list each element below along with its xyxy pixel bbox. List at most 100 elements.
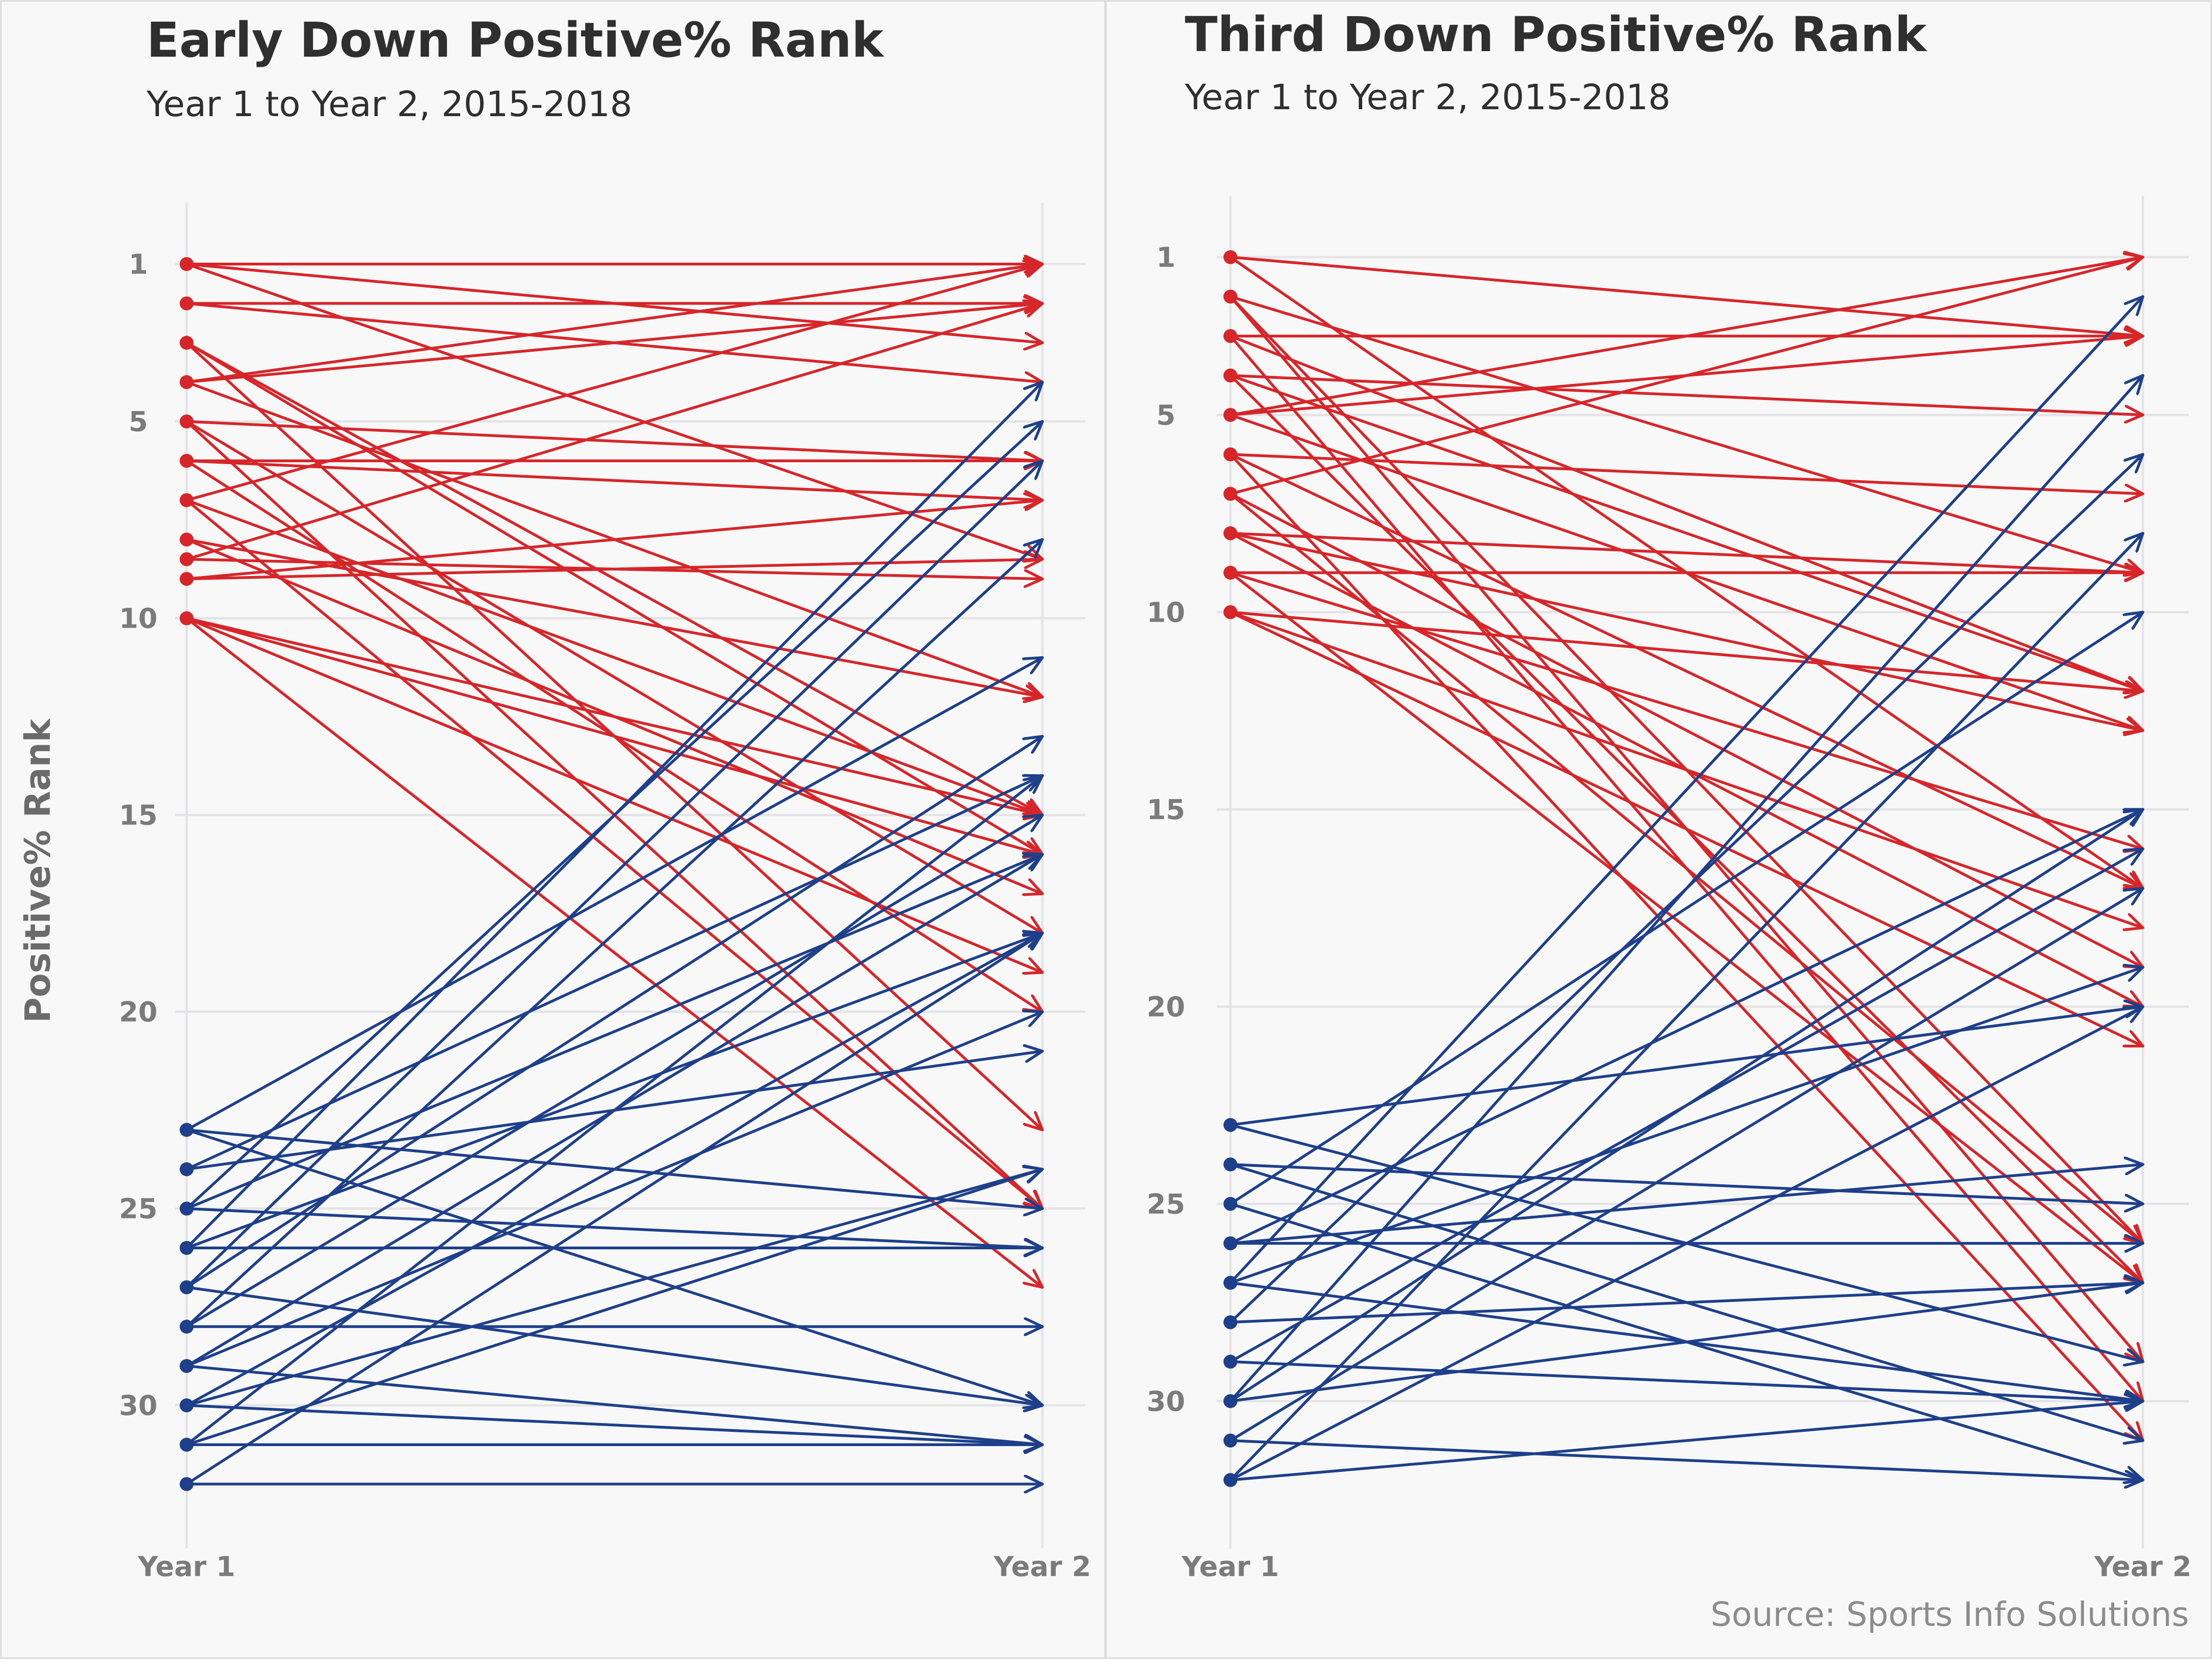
rank-change-arrow-21: [1229, 532, 2144, 573]
year1-point-41: [1224, 1276, 1237, 1290]
year1-point-53: [180, 1398, 194, 1412]
rank-change-arrow-47: [1229, 808, 2144, 1403]
year1-point-17: [180, 454, 194, 468]
rank-change-arrow-53: [1229, 1401, 2144, 1482]
y-axis-label: Positive% Rank: [17, 718, 58, 1023]
year1-point-44: [180, 1280, 194, 1294]
third-down-x-tick-year1: Year 1: [1181, 1551, 1279, 1583]
y-tick-label-20: 20: [119, 996, 158, 1029]
source-caption: Source: Sports Info Solutions: [1711, 1595, 2189, 1634]
year1-point-26: [180, 572, 194, 586]
rank-change-arrow-27: [185, 617, 1044, 815]
rank-change-arrow-25: [1229, 571, 2144, 849]
rank-change-arrow-26: [185, 559, 1044, 581]
rank-change-arrow-51: [1229, 532, 2144, 1482]
rank-change-arrow-34: [1229, 611, 2144, 1206]
rank-change-arrow-32: [1229, 1163, 2144, 1204]
year1-point-24: [180, 552, 194, 566]
rank-change-arrow-25: [185, 500, 1044, 581]
early-down-x-tick-year1: Year 1: [137, 1551, 235, 1583]
rank-change-arrow-49: [1229, 887, 2144, 1442]
rank-change-arrow-51: [185, 931, 1044, 1407]
rank-change-arrow-55: [185, 1169, 1044, 1446]
year1-point-11: [180, 375, 194, 389]
rank-change-arrow-57: [185, 931, 1044, 1486]
year1-point-14: [1224, 408, 1237, 422]
year1-point-3: [180, 257, 194, 271]
y-tick-label-25: 25: [119, 1193, 158, 1225]
rank-change-arrow-22: [1229, 532, 2144, 730]
rank-change-arrow-44: [185, 1286, 1044, 1405]
rank-change-arrow-15: [1229, 453, 2144, 494]
year1-point-8: [180, 335, 194, 350]
y-tick-label-30: 30: [1147, 1385, 1185, 1418]
year1-point-33: [1224, 1157, 1237, 1171]
rank-change-arrow-40: [1229, 967, 2144, 1284]
rank-change-arrow-18: [1229, 257, 2144, 495]
rank-change-arrow-33: [185, 1128, 1044, 1406]
rank-change-arrow-28: [185, 617, 1044, 854]
y-tick-label-1: 1: [129, 248, 148, 281]
rank-change-arrow-30: [1229, 1006, 2144, 1127]
rank-change-arrow-42: [185, 459, 1044, 1289]
early-down-panel: Early Down Positive% Rank Year 1 to Year…: [17, 12, 1091, 1583]
rank-change-arrow-10: [1229, 374, 2144, 691]
year1-point-2: [1224, 250, 1237, 264]
year1-point-5: [180, 296, 194, 311]
rank-change-arrow-36: [1229, 808, 2144, 1245]
early-down-arrows: [180, 257, 1044, 1491]
year1-point-48: [1224, 1394, 1237, 1408]
year1-point-38: [180, 1201, 194, 1216]
rank-change-arrow-12: [1229, 257, 2144, 417]
rank-change-arrow-53: [185, 1404, 1044, 1445]
year1-point-41: [180, 1241, 194, 1255]
rank-change-arrow-54: [185, 774, 1044, 1446]
rank-change-arrow-31: [185, 656, 1044, 1131]
rank-change-arrow-45: [1229, 1360, 2144, 1401]
rank-change-arrow-50: [1229, 1439, 2144, 1480]
rank-change-arrow-7: [185, 341, 1044, 856]
rank-change-arrow-52: [185, 1169, 1044, 1407]
rank-change-arrow-49: [185, 1012, 1044, 1368]
year1-point-5: [1224, 289, 1237, 304]
rank-change-arrow-6: [185, 341, 1044, 817]
rank-change-arrow-20: [185, 499, 1044, 1210]
rank-change-arrow-16: [185, 459, 1044, 500]
third-down-title: Third Down Positive% Rank: [1185, 6, 1928, 63]
rank-change-arrow-50: [185, 1365, 1044, 1445]
rank-change-arrow-23: [185, 303, 1044, 561]
rank-change-arrow-20: [1229, 492, 2144, 1245]
year1-point-22: [180, 532, 194, 547]
rank-change-arrow-46: [185, 813, 1044, 1328]
rank-change-arrow-29: [185, 617, 1044, 973]
year1-point-43: [1224, 1315, 1237, 1330]
rank-change-arrow-7: [1229, 335, 2144, 691]
rank-change-arrow-12: [185, 420, 1044, 461]
y-tick-label-10: 10: [119, 603, 158, 635]
rank-change-arrow-39: [185, 381, 1044, 1249]
year1-point-31: [1224, 1118, 1237, 1132]
rank-change-arrow-16: [1229, 453, 2144, 890]
year1-point-26: [1224, 565, 1237, 580]
year1-point-56: [180, 1438, 194, 1452]
y-tick-label-10: 10: [1147, 596, 1185, 629]
rank-change-arrow-39: [1229, 295, 2144, 1284]
y-tick-label-20: 20: [1147, 991, 1185, 1023]
rank-change-arrow-13: [185, 420, 1044, 935]
third-down-panel: Third Down Positive% Rank Year 1 to Year…: [1147, 6, 2191, 1583]
rank-change-arrow-46: [1229, 374, 2144, 1403]
year1-point-45: [1224, 1354, 1237, 1369]
rank-change-arrow-43: [1229, 1283, 2144, 1324]
year1-point-53: [1224, 1473, 1237, 1487]
rank-change-arrow-9: [185, 264, 1044, 384]
third-down-x-tick-year2: Year 2: [2094, 1551, 2191, 1583]
rank-change-arrow-37: [185, 854, 1044, 1210]
rank-change-arrow-18: [185, 264, 1044, 502]
rank-change-arrow-9: [1229, 374, 2144, 415]
y-tick-label-30: 30: [119, 1390, 158, 1422]
y-tick-label-25: 25: [1147, 1188, 1185, 1220]
year1-point-30: [180, 611, 194, 625]
rank-change-arrow-19: [1229, 492, 2144, 969]
year1-point-50: [1224, 1434, 1237, 1447]
